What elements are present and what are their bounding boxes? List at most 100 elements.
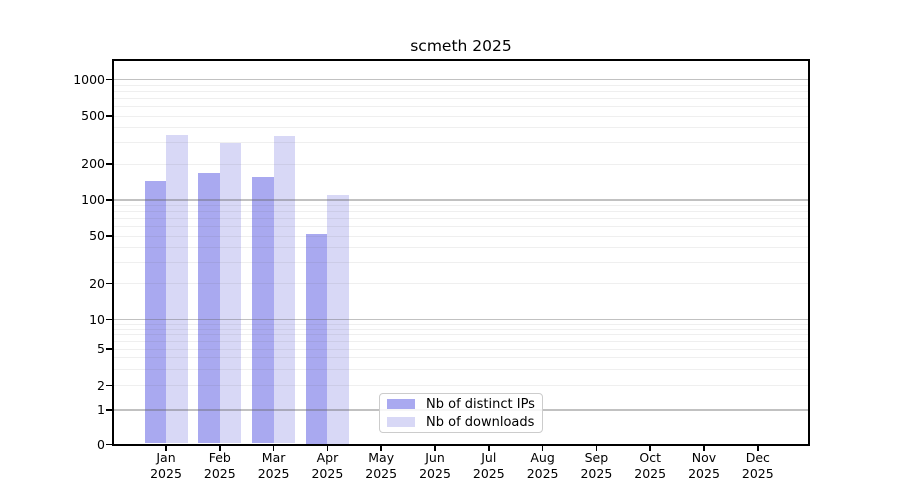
month-year: 2025 [365,465,398,481]
month-year: 2025 [203,465,236,481]
x-tick-label-nov: Nov 2025 [672,450,736,481]
y-tick-label-0: 0 [97,436,105,452]
minor-gridline-5 [114,348,808,350]
bar-distinct-ips-apr [305,234,328,444]
bar-downloads-feb [219,142,242,444]
x-tick-oct [649,445,651,451]
minor-gridline-9 [114,323,808,325]
month-year: 2025 [688,465,720,481]
x-tick-apr [326,445,329,451]
month-name: Sep [584,450,609,465]
legend-item-distinct-ips: Nb of distinct IPs [387,397,542,412]
month-year: 2025 [257,465,290,481]
minor-gridline-900 [114,84,808,86]
legend-label-distinct-ips: Nb of distinct IPs [426,396,535,412]
x-tick-jun [434,445,436,451]
x-tick-label-jun: Jun 2025 [403,450,467,481]
month-name: Feb [208,450,231,465]
bar-downloads-jan [166,134,188,444]
month-year: 2025 [472,465,505,481]
minor-gridline-90 [114,205,808,206]
month-name: Apr [316,450,339,465]
month-name: Oct [639,450,661,465]
minor-gridline-400 [114,127,808,129]
x-tick-may [380,445,382,451]
x-tick-sep [595,445,598,451]
y-tick-20 [106,282,112,285]
minor-gridline-50 [114,235,808,237]
major-gridline-10 [114,318,808,321]
x-tick-aug [541,445,544,451]
month-name: Jan [156,450,176,465]
y-tick-0 [106,443,112,446]
x-tick-label-aug: Aug 2025 [511,450,575,481]
y-tick-label-1000: 1000 [73,71,105,87]
month-year: 2025 [526,465,559,481]
bar-distinct-ips-mar [252,177,274,444]
bar-downloads-mar [273,136,296,444]
month-year: 2025 [311,465,344,481]
y-tick-2 [106,384,112,387]
month-name: May [368,450,395,465]
y-tick-5 [106,348,112,350]
legend-swatch-downloads [387,417,415,427]
x-tick-label-dec: Dec 2025 [726,450,790,481]
y-tick-label-1: 1 [97,402,105,417]
x-tick-mar [272,445,275,451]
minor-gridline-7 [114,334,808,336]
month-year: 2025 [741,465,774,481]
y-tick-label-20: 20 [89,275,105,291]
y-tick-label-100: 100 [81,192,105,207]
minor-gridline-4 [114,357,808,359]
major-gridline-1000 [114,78,808,81]
month-year: 2025 [419,465,451,481]
month-name: Dec [745,450,770,465]
y-tick-label-500: 500 [81,108,105,123]
major-gridline-100 [114,199,808,201]
x-tick-label-sep: Sep 2025 [564,450,628,481]
x-tick-nov [703,445,705,451]
x-tick-label-mar: Mar 2025 [242,450,306,481]
minor-gridline-60 [114,226,808,227]
month-name: Aug [530,450,555,465]
legend: Nb of distinct IPs Nb of downloads [379,393,543,433]
month-name: Nov [691,450,717,465]
minor-gridline-200 [114,163,808,165]
x-tick-label-oct: Oct 2025 [618,450,682,481]
legend-label-downloads: Nb of downloads [426,414,535,430]
month-name: Jul [481,450,497,465]
legend-swatch-distinct-ips [387,399,415,409]
legend-item-downloads: Nb of downloads [387,415,542,430]
minor-gridline-3 [114,368,808,370]
month-name: Mar [261,450,286,465]
minor-gridline-80 [114,211,808,213]
y-tick-label-2: 2 [97,377,105,393]
y-tick-10 [106,318,112,321]
minor-gridline-20 [114,283,808,284]
x-tick-label-jul: Jul 2025 [457,450,521,481]
x-tick-feb [219,445,221,451]
y-tick-50 [106,235,112,237]
y-tick-1 [106,409,112,411]
minor-gridline-600 [114,105,808,107]
y-tick-500 [106,115,112,117]
minor-gridline-300 [114,142,808,144]
month-year: 2025 [580,465,613,481]
y-tick-label-50: 50 [89,228,105,243]
minor-gridline-40 [114,247,808,249]
y-tick-label-5: 5 [97,341,105,356]
y-tick-label-200: 200 [81,156,105,171]
x-tick-label-may: May 2025 [349,450,413,481]
x-tick-label-feb: Feb 2025 [188,450,252,481]
y-tick-label-10: 10 [89,311,105,327]
y-tick-1000 [106,78,112,81]
minor-gridline-8 [114,328,808,330]
minor-gridline-2 [114,385,808,386]
x-tick-dec [757,445,759,451]
x-tick-label-apr: Apr 2025 [295,450,359,481]
y-tick-100 [106,199,112,201]
x-tick-label-jan: Jan 2025 [134,450,198,481]
minor-gridline-30 [114,262,808,263]
bar-distinct-ips-jan [144,180,166,444]
